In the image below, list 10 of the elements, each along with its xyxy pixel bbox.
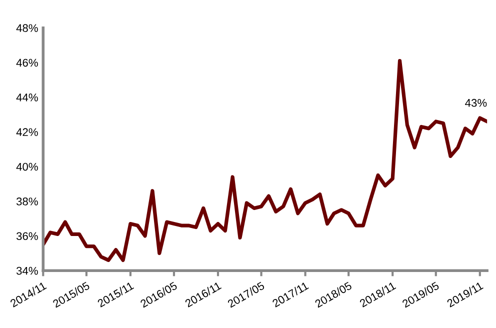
y-tick-label: 36% [16,232,38,240]
y-tick-label: 34% [16,266,38,275]
y-tick-label: 46% [16,58,38,67]
annotation: 43% [465,98,487,107]
y-tick-label: 44% [16,94,38,102]
y-tick-label: 38% [16,198,38,206]
line-series [43,59,488,262]
y-tick-label: 40% [16,162,38,171]
y-tick-label: 48% [16,24,38,32]
y-tick-label: 42% [16,128,38,136]
